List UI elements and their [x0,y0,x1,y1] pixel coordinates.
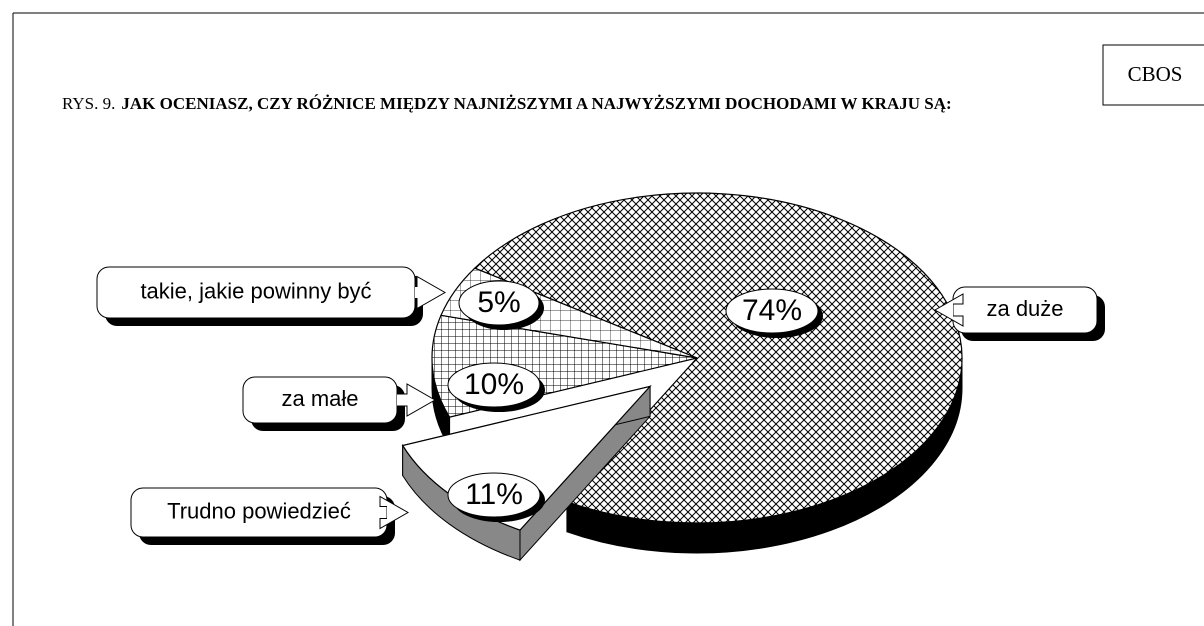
legend-label: za małe [281,386,358,411]
callouts: za duże 74% Trudno powiedzieć 11% za małe 10%… [96,266,1105,545]
value-label: 5% [477,286,520,319]
value-label: 11% [465,478,523,511]
title-block: RYS. 9. JAK OCENIASZ, CZY RÓŻNICE MIĘDZY… [62,92,1022,116]
legend-label: Trudno powiedzieć [167,498,351,523]
value-label-bg [725,288,819,334]
value-label: 74% [742,294,802,327]
chart-title: JAK OCENIASZ, CZY RÓŻNICE MIĘDZY NAJNIŻS… [121,94,952,113]
figure-label: RYS. 9. [62,94,116,113]
callout-arrow [415,275,447,310]
value-label-bg [447,472,541,518]
legend-label: za duże [986,296,1063,321]
callout-arrow [933,293,964,327]
value-label-bg [447,362,541,408]
callout-arrow [397,383,437,417]
value-label-bg [458,280,540,326]
callout-arrow [379,495,410,530]
source-box [1102,44,1204,106]
value-label: 10% [464,368,524,401]
legend-label: takie, jakie powinny być [140,278,371,303]
source: CBOS [1128,62,1183,86]
